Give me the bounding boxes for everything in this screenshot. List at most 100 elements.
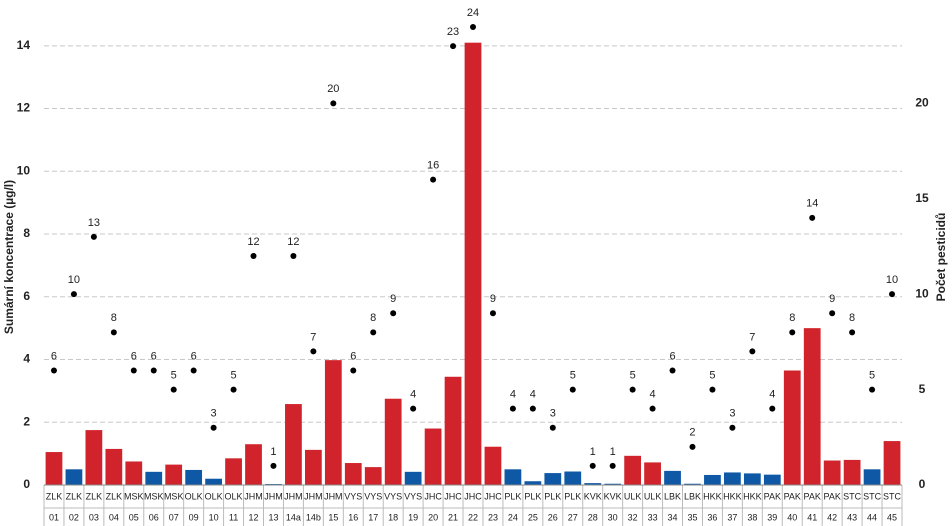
x-tick-label: 25 — [528, 512, 538, 522]
x-tick-label: 34 — [668, 512, 678, 522]
x-region-label: PLK — [544, 491, 561, 501]
data-label: 3 — [211, 408, 217, 420]
x-region-label: HKK — [723, 491, 742, 501]
bar — [364, 467, 382, 485]
bar — [464, 42, 482, 485]
x-tick-label: 21 — [448, 512, 458, 522]
point — [849, 329, 856, 336]
x-tick-label: 22 — [468, 512, 478, 522]
data-label: 5 — [869, 369, 875, 381]
x-tick-label: 30 — [608, 512, 618, 522]
data-label: 9 — [390, 293, 396, 305]
x-tick-label: 15 — [328, 512, 338, 522]
x-region-label: PAK — [764, 491, 781, 501]
x-region-label: JHM — [284, 491, 303, 501]
x-region-label: LBK — [684, 491, 701, 501]
bar — [225, 458, 242, 485]
data-label: 8 — [370, 312, 376, 324]
bar — [843, 459, 861, 485]
x-tick-label: 43 — [847, 512, 857, 522]
point — [509, 405, 516, 412]
data-label: 10 — [68, 274, 80, 286]
x-region-label: STC — [843, 491, 862, 501]
x-region-label: ZLK — [46, 491, 63, 501]
data-label: 24 — [467, 7, 479, 19]
x-tick-label: 14b — [306, 512, 321, 522]
y2-axis-label: Počet pesticidů — [934, 213, 948, 302]
x-tick-label: 35 — [687, 512, 697, 522]
point — [330, 100, 337, 107]
bar — [205, 478, 222, 485]
data-label: 4 — [510, 389, 516, 401]
x-tick-label: 45 — [887, 512, 897, 522]
x-tick-label: 11 — [229, 512, 238, 522]
bar — [185, 469, 203, 485]
bar — [803, 328, 821, 485]
point — [130, 367, 137, 374]
x-tick-label: 33 — [648, 512, 658, 522]
y-tick-label: 14 — [17, 38, 31, 52]
x-tick-label: 04 — [109, 512, 119, 522]
bar — [304, 449, 322, 485]
data-label: 6 — [51, 350, 57, 362]
bar — [823, 460, 841, 485]
y-tick-label: 10 — [17, 163, 31, 177]
data-label: 10 — [886, 274, 898, 286]
point — [809, 214, 816, 221]
point — [190, 367, 197, 374]
x-region-label: PAK — [784, 491, 801, 501]
bar — [65, 469, 83, 485]
x-tick-label: 16 — [348, 512, 358, 522]
bar — [404, 471, 422, 485]
point — [310, 348, 317, 355]
x-tick-label: 09 — [189, 512, 199, 522]
bar — [245, 444, 262, 485]
y-tick-label: 12 — [17, 101, 31, 115]
data-label: 5 — [230, 369, 236, 381]
data-label: 8 — [849, 312, 855, 324]
bar — [584, 483, 602, 485]
x-region-label: OLK — [205, 491, 223, 501]
data-label: 1 — [590, 446, 596, 458]
data-label: 6 — [151, 350, 157, 362]
point — [629, 386, 636, 393]
y2-tick-label: 5 — [919, 382, 926, 396]
bar — [504, 469, 522, 485]
data-label: 5 — [171, 369, 177, 381]
x-region-label: VYS — [364, 491, 382, 501]
point — [430, 176, 437, 183]
data-label: 5 — [630, 369, 636, 381]
point — [529, 405, 536, 412]
point — [749, 348, 756, 355]
point — [410, 405, 417, 412]
x-tick-label: 20 — [428, 512, 438, 522]
point — [669, 367, 676, 374]
x-tick-label: 41 — [807, 512, 817, 522]
data-label: 12 — [247, 236, 259, 248]
bar — [883, 441, 901, 485]
point — [789, 329, 796, 336]
x-region-label: JHC — [444, 491, 462, 501]
x-tick-label: 05 — [129, 512, 139, 522]
point — [549, 424, 556, 431]
x-region-label: ULK — [644, 491, 662, 501]
data-label: 13 — [88, 217, 100, 229]
point — [230, 386, 237, 393]
bar — [863, 469, 881, 485]
data-label: 4 — [769, 389, 775, 401]
x-tick-label: 12 — [249, 512, 259, 522]
x-tick-label: 19 — [408, 512, 418, 522]
data-label: 4 — [530, 389, 536, 401]
x-region-label: KVK — [604, 491, 622, 501]
x-region-label: VYS — [344, 491, 362, 501]
data-label: 8 — [111, 312, 117, 324]
x-region-label: JHC — [484, 491, 502, 501]
data-label: 7 — [310, 331, 316, 343]
x-region-label: PLK — [524, 491, 541, 501]
data-label: 20 — [327, 83, 339, 95]
y2-tick-label: 20 — [915, 96, 929, 110]
data-label: 12 — [287, 236, 299, 248]
bar — [724, 472, 741, 485]
point — [170, 386, 177, 393]
bar — [145, 471, 163, 485]
